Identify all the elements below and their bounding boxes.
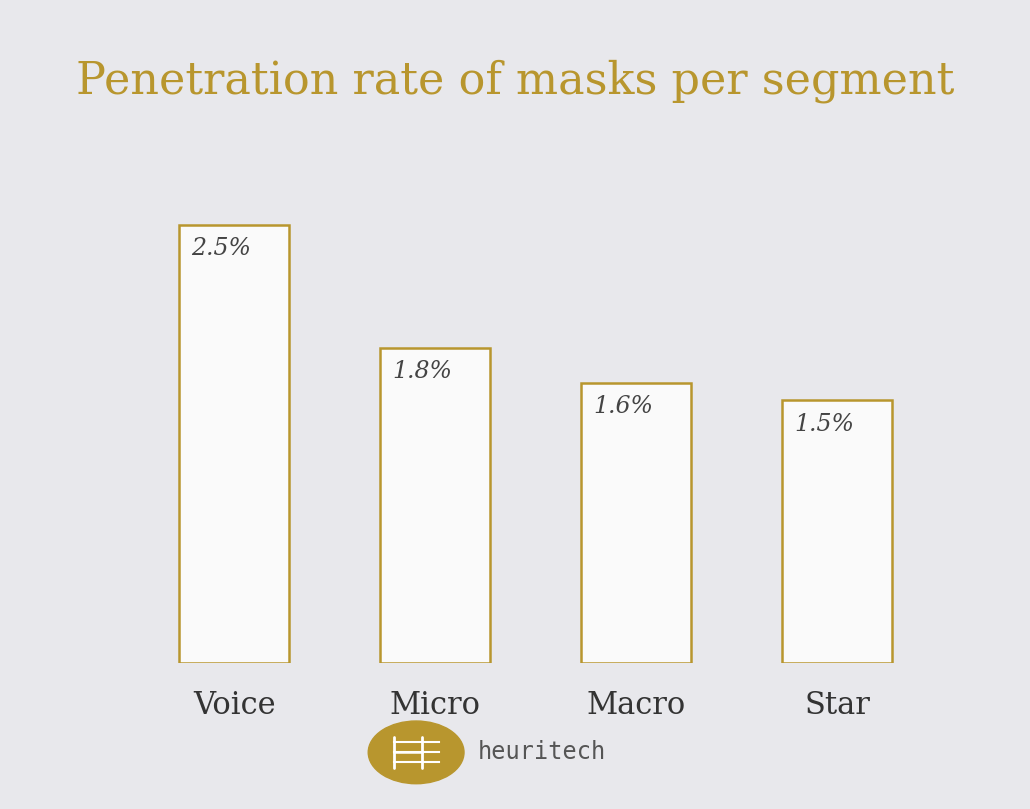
Bar [380,348,490,663]
Text: 1.6%: 1.6% [593,396,653,418]
Text: Macro: Macro [586,689,686,721]
Bar [782,400,892,663]
Text: Star: Star [804,689,870,721]
Text: Penetration rate of masks per segment: Penetration rate of masks per segment [76,59,954,103]
Bar [581,383,691,663]
Text: 1.5%: 1.5% [794,413,854,436]
Text: Micro: Micro [389,689,481,721]
Circle shape [369,721,464,784]
Text: Voice: Voice [193,689,275,721]
Bar [179,225,289,663]
Text: heuritech: heuritech [478,740,607,765]
Text: 1.8%: 1.8% [391,360,452,383]
Text: 2.5%: 2.5% [191,238,251,260]
